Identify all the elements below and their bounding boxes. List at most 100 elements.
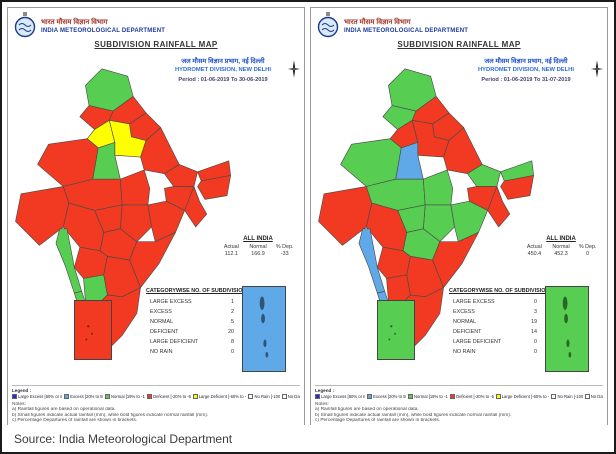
category-row: NORMAL 19 xyxy=(449,317,543,327)
category-label: EXCESS xyxy=(453,309,475,315)
subdivision-east-up xyxy=(443,127,483,174)
legend-color-chip xyxy=(584,394,590,399)
imd-logo xyxy=(317,12,339,38)
rainfall-legend: Legend : Large Excess [60% or more] Exces… xyxy=(12,385,300,399)
division-block: जल मौसम विज्ञान प्रभाग, नई दिल्ली HYDROM… xyxy=(153,58,293,83)
note-line: b) Small figures indicate actual rainfal… xyxy=(315,412,512,418)
legend-color-chip xyxy=(315,394,320,399)
legend-item: No Rain [-100%] xyxy=(248,394,280,399)
lakshadweep-inset xyxy=(74,300,112,360)
all-india-heading: ALL INDIA xyxy=(546,236,576,242)
org-names: भारत मौसम विज्ञान विभाग INDIA METEOROLOG… xyxy=(41,12,165,35)
note-line: c) Percentage Departures of rainfall are… xyxy=(315,418,441,424)
category-label: DEFICIENT xyxy=(453,329,482,335)
all-india-stats: ALL INDIA Actual Normal % Dep. 450.4 452.3 0 xyxy=(521,236,601,258)
category-row: NO RAIN 0 xyxy=(449,347,543,357)
all-india-value: 0 xyxy=(586,251,590,257)
source-band: Source: India Meteorological Department xyxy=(2,425,614,452)
all-india-column: % Dep. xyxy=(275,244,294,250)
all-india-stats: ALL INDIA Actual Normal % Dep. 112.1 166.9 -… xyxy=(218,236,298,258)
legend-items: Large Excess [60% or more] Excess [20% to… xyxy=(12,394,300,399)
legend-item-label: Deficient [-20% to -59%] xyxy=(153,394,191,399)
legend-item-label: No Rain [-100%] xyxy=(254,394,279,399)
division-name-hindi: जल मौसम विज्ञान प्रभाग, नई दिल्ली xyxy=(484,58,568,65)
category-table-rows: LARGE EXCESS 0 EXCESS 3 NORMAL 19 DEFICIENT 14 L… xyxy=(449,297,543,357)
imd-logo xyxy=(14,12,36,38)
legend-item-label: Large Deficient [-60% to -99%] xyxy=(198,394,247,399)
map-title: SUBDIVISION RAINFALL MAP xyxy=(94,40,218,49)
map-panels: भारत मौसम विज्ञान विभाग INDIA METEOROLOG… xyxy=(2,2,614,426)
org-names: भारत मौसम विज्ञान विभाग INDIA METEOROLOG… xyxy=(344,12,468,35)
subdivision-bihar xyxy=(164,164,198,187)
legend-item: No Data xyxy=(584,394,603,399)
all-india-value: -33 xyxy=(280,251,289,257)
division-name-hindi: जल मौसम विज्ञान प्रभाग, नई दिल्ली xyxy=(181,58,265,65)
compass-icon xyxy=(287,60,301,78)
panel-header: भारत मौसम विज्ञान विभाग INDIA METEOROLOG… xyxy=(14,12,165,40)
category-label: NO RAIN xyxy=(453,349,476,355)
source-text: Source: India Meteorological Department xyxy=(14,431,233,446)
legend-color-chip xyxy=(105,394,111,399)
rainfall-legend: Legend : Large Excess [60% or more] Exces… xyxy=(315,385,603,399)
legend-item-label: Large Deficient [-60% to -99%] xyxy=(501,394,550,399)
legend-item-label: No Data xyxy=(590,394,603,399)
all-india-heading: ALL INDIA xyxy=(243,236,273,242)
legend-item: Excess [20% to 59%] xyxy=(367,394,406,399)
legend-item: No Rain [-100%] xyxy=(551,394,583,399)
category-label: DEFICIENT xyxy=(150,329,179,335)
division-name-english: HYDROMET DIVISION, NEW DELHI xyxy=(478,67,574,73)
subdivision-east-mp xyxy=(423,169,454,206)
legend-item: Large Excess [60% or more] xyxy=(315,394,365,399)
legend-color-chip xyxy=(367,394,373,399)
subdivision-east-rajasthan xyxy=(92,142,121,180)
lakshadweep-inset xyxy=(377,300,415,360)
all-india-values: 112.1 166.9 -33 xyxy=(218,251,298,258)
org-name-hindi: भारत मौसम विज्ञान विभाग xyxy=(41,19,108,26)
legend-item: Large Deficient [-60% to -99%] xyxy=(495,394,550,399)
category-row: EXCESS 3 xyxy=(449,307,543,317)
legend-item-label: Excess [20% to 59%] xyxy=(373,394,406,399)
all-india-columns: Actual Normal % Dep. xyxy=(521,244,601,251)
category-count: 20 xyxy=(228,329,234,335)
subdivision-east-mp xyxy=(120,169,151,206)
category-row: NO RAIN 0 xyxy=(146,347,240,357)
all-india-column: Normal xyxy=(552,244,570,250)
category-count: 8 xyxy=(231,339,234,345)
note-line: Notes: xyxy=(315,401,329,407)
legend-item: Deficient [-20% to -59%] xyxy=(450,394,494,399)
subdivision-east-rajasthan xyxy=(395,142,424,180)
map-area: जल मौसम विज्ञान प्रभाग, नई दिल्ली HYDROM… xyxy=(8,54,304,382)
all-india-column: Actual xyxy=(223,244,239,250)
category-row: LARGE DEFICIENT 8 xyxy=(146,337,240,347)
subdivision-gangetic-wb xyxy=(487,186,511,228)
category-row: EXCESS 2 xyxy=(146,307,240,317)
legend-color-chip xyxy=(248,394,254,399)
subdivision-bihar xyxy=(467,164,501,187)
category-count: 0 xyxy=(231,349,234,355)
category-table: CATEGORYWISE NO. OF SUBDIVISIONS LARGE E… xyxy=(449,288,553,357)
legend-label: Legend : xyxy=(12,388,32,393)
division-name-english: HYDROMET DIVISION, NEW DELHI xyxy=(175,67,271,73)
legend-item: Normal [19% to -19%] xyxy=(105,394,145,399)
category-row: LARGE EXCESS 0 xyxy=(449,297,543,307)
all-india-value: 452.3 xyxy=(554,251,568,257)
category-label: NO RAIN xyxy=(150,349,173,355)
legend-item-label: Large Excess [60% or more] xyxy=(321,394,365,399)
notes: Notes: a) Rainfall figures are based on o… xyxy=(315,402,605,424)
org-name-hindi: भारत मौसम विज्ञान विभाग xyxy=(344,19,411,26)
subdivision-west-rajasthan xyxy=(340,138,402,187)
category-label: EXCESS xyxy=(150,309,172,315)
category-count: 2 xyxy=(231,309,234,315)
andaman-inset xyxy=(545,286,589,372)
category-label: NORMAL xyxy=(453,319,477,325)
note-line: Notes: xyxy=(12,401,26,407)
note-line: a) Rainfall figures are based on operati… xyxy=(315,407,419,413)
legend-item-label: Large Excess [60% or more] xyxy=(18,394,62,399)
legend-item-label: No Rain [-100%] xyxy=(557,394,582,399)
india-subdivision-map xyxy=(15,68,231,358)
subdivision-west-rajasthan xyxy=(37,138,99,187)
legend-label: Legend : xyxy=(315,388,335,393)
legend-color-chip xyxy=(551,394,557,399)
legend-item: No Data xyxy=(281,394,300,399)
